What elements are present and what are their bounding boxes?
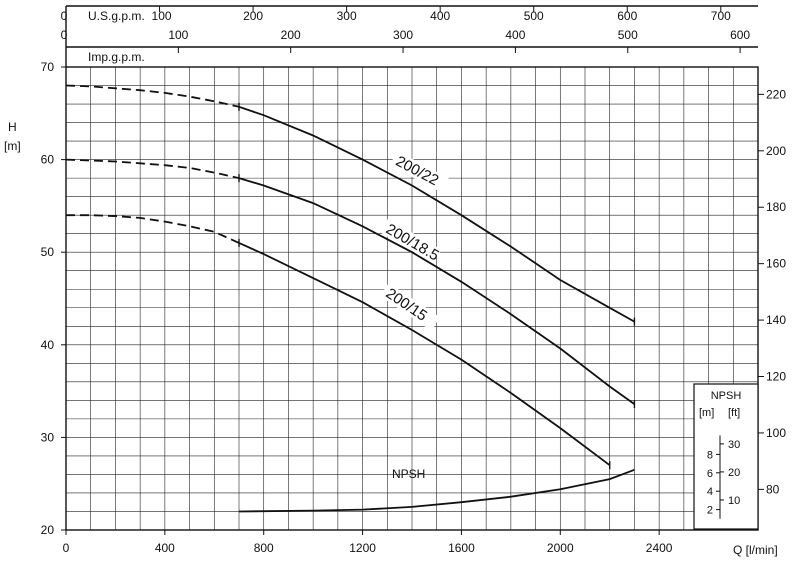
impgpm-tick-label: 400 xyxy=(505,28,525,42)
right-tick-label: 100 xyxy=(766,426,786,440)
series-label: 200/15 xyxy=(383,285,431,325)
x-tick-label: 2000 xyxy=(547,541,574,555)
curve-200-22-dashed xyxy=(65,84,240,108)
x-tick-label: 1600 xyxy=(448,541,475,555)
x-tick-label: 1200 xyxy=(349,541,376,555)
npsh-box-unit-ft: [ft] xyxy=(728,407,740,419)
y-axis-ticks: 20 30 40 50 60 70 xyxy=(41,60,66,537)
plot-frame xyxy=(65,66,759,531)
impgpm-tick-label: 600 xyxy=(730,28,750,42)
npsh-ft-label: 10 xyxy=(728,495,740,507)
impgpm-tick-label: 300 xyxy=(393,28,413,42)
usgpm-tick-label: 500 xyxy=(524,9,544,23)
npsh-m-label: 6 xyxy=(707,468,713,480)
usgpm-tick-label: 300 xyxy=(337,9,357,23)
y-tick-label: 40 xyxy=(41,338,55,352)
right-tick-label: 160 xyxy=(766,257,786,271)
y-tick-label: 20 xyxy=(41,523,55,537)
y-axis-label: H xyxy=(8,120,17,134)
npsh-ft-label: 30 xyxy=(728,439,740,451)
y-tick-label: 70 xyxy=(41,60,55,74)
npsh-curve xyxy=(238,468,635,513)
curve-200-15-solid xyxy=(238,242,611,466)
series-label-bg xyxy=(389,150,453,195)
x-tick-label: 2400 xyxy=(646,541,673,555)
npsh-m-label: 2 xyxy=(707,505,713,517)
chart-frames xyxy=(65,5,759,531)
right-tick-label: 120 xyxy=(766,370,786,384)
npsh-m-label: 8 xyxy=(707,449,713,461)
x-tick-label: 800 xyxy=(254,541,274,555)
curve-200-18-5-dashed xyxy=(65,158,240,179)
right-tick-label: 140 xyxy=(766,313,786,327)
right-tick-label: 180 xyxy=(766,200,786,214)
npsh-curve-label: NPSH xyxy=(392,467,425,481)
curve-200-15-dashed xyxy=(66,214,240,244)
x-axis-ticks: 0 400 800 1200 1600 2000 2400 xyxy=(63,530,673,555)
series-label-bg xyxy=(379,282,441,331)
impgpm-tick-label: 0 xyxy=(61,28,68,42)
x-axis-label: Q [l/min] xyxy=(733,543,778,557)
y-tick-label: 50 xyxy=(41,245,55,259)
top-axis-impgpm-label: Imp.g.p.m. xyxy=(88,50,145,64)
right-axis-ticks: 80 100 120 140 160 180 200 220 xyxy=(758,87,786,496)
y-tick-label: 30 xyxy=(41,430,55,444)
usgpm-tick-label: 700 xyxy=(711,9,731,23)
right-tick-label: 220 xyxy=(766,87,786,101)
npsh-box-title: NPSH xyxy=(711,390,742,402)
curve-200-22-solid xyxy=(238,105,635,323)
series-label: 200/22 xyxy=(393,153,442,190)
usgpm-tick-label: 200 xyxy=(243,9,263,23)
curve-200-18-5-solid xyxy=(238,177,635,405)
y-tick-label: 60 xyxy=(41,153,55,167)
top-axes-ticks: 0 100 200 300 400 500 600 700 0 100 200 300 400 500 60… xyxy=(61,6,750,53)
usgpm-tick-label: 100 xyxy=(152,9,172,23)
x-tick-label: 0 xyxy=(63,541,70,555)
usgpm-tick-label: 600 xyxy=(617,9,637,23)
series-label-bg xyxy=(379,218,442,264)
npsh-box-frame xyxy=(693,383,759,530)
impgpm-tick-label: 200 xyxy=(281,28,301,42)
usgpm-tick-label: 0 xyxy=(61,9,68,23)
x-tick-label: 400 xyxy=(155,541,175,555)
npsh-m-label: 4 xyxy=(707,486,713,498)
npsh-scale-box: NPSH [m] [ft] 2 4 6 8 10 20 30 xyxy=(693,383,759,530)
impgpm-tick-label: 500 xyxy=(618,28,638,42)
usgpm-tick-label: 400 xyxy=(430,9,450,23)
top-axis-usgpm-label: U.S.g.p.m. xyxy=(88,9,145,23)
right-tick-label: 200 xyxy=(766,144,786,158)
npsh-box-unit-m: [m] xyxy=(699,407,714,419)
right-tick-label: 80 xyxy=(766,482,780,496)
y-axis-unit: [m] xyxy=(4,139,21,153)
impgpm-tick-label: 100 xyxy=(168,28,188,42)
npsh-ft-label: 20 xyxy=(728,467,740,479)
